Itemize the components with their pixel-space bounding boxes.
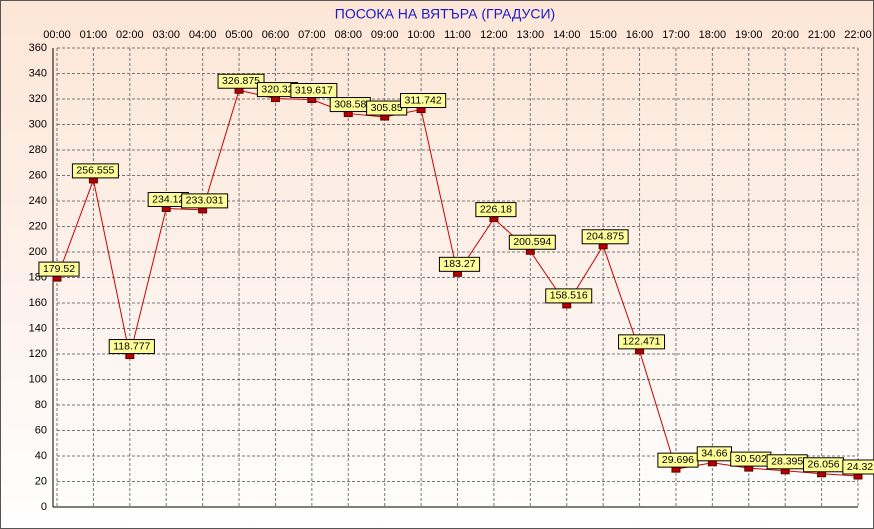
x-tick-label: 04:00 — [189, 29, 217, 41]
data-label: 183.27 — [443, 258, 475, 270]
x-tick-label: 13:00 — [517, 29, 545, 41]
y-tick-label: 160 — [29, 297, 47, 309]
data-label-box — [217, 73, 265, 89]
data-label-box — [508, 234, 556, 250]
x-tick-label: 01:00 — [80, 29, 108, 41]
x-tick-label: 14:00 — [553, 29, 581, 41]
y-tick-label: 20 — [35, 475, 47, 487]
data-label: 28.395 — [771, 456, 803, 468]
x-tick-label: 09:00 — [371, 29, 399, 41]
data-label: 26.056 — [808, 459, 840, 471]
data-label: 308.58 — [334, 98, 366, 110]
data-label-box — [290, 82, 338, 98]
x-tick-label: 12:00 — [480, 29, 508, 41]
data-label: 204.875 — [586, 231, 624, 243]
y-tick-label: 340 — [29, 67, 47, 79]
x-tick-label: 07:00 — [298, 29, 326, 41]
data-label-box — [366, 100, 408, 116]
y-tick-label: 280 — [29, 144, 47, 156]
data-label-box — [475, 202, 517, 218]
data-label: 305.85 — [371, 102, 403, 114]
data-label-box — [618, 334, 666, 350]
x-tick-label: 11:00 — [444, 29, 471, 41]
data-label-box — [108, 339, 155, 355]
data-label: 118.777 — [113, 340, 150, 352]
y-tick-label: 40 — [35, 450, 47, 462]
x-tick-label: 20:00 — [771, 29, 799, 41]
data-label-box — [181, 193, 229, 209]
data-label-box — [842, 459, 874, 475]
x-tick-label: 06:00 — [262, 29, 290, 41]
x-tick-label: 18:00 — [699, 29, 727, 41]
y-tick-label: 220 — [29, 220, 47, 232]
x-tick-label: 05:00 — [225, 29, 253, 41]
data-label: 226.18 — [480, 203, 512, 215]
y-tick-label: 200 — [29, 246, 47, 258]
data-label-box — [399, 93, 447, 109]
data-label: 29.696 — [662, 454, 694, 466]
x-tick-label: 17:00 — [662, 29, 690, 41]
x-tick-label: 10:00 — [407, 29, 435, 41]
data-label-box — [545, 288, 593, 304]
data-label: 30.502 — [735, 453, 767, 465]
data-label: 233.031 — [186, 195, 224, 207]
y-tick-label: 320 — [29, 93, 47, 105]
y-tick-label: 360 — [29, 42, 47, 54]
x-tick-label: 16:00 — [626, 29, 654, 41]
y-tick-label: 80 — [35, 399, 47, 411]
data-label: 34.66 — [701, 448, 727, 460]
data-label: 122.471 — [623, 336, 661, 348]
data-label: 311.742 — [404, 94, 441, 106]
data-label: 319.617 — [295, 84, 333, 96]
x-tick-label: 22:00 — [844, 29, 872, 41]
data-label: 24.32 — [847, 461, 873, 473]
y-tick-label: 100 — [29, 373, 47, 385]
x-tick-label: 00:00 — [43, 29, 71, 41]
data-label: 320.32 — [261, 83, 293, 95]
data-label: 200.594 — [513, 236, 551, 248]
data-label-box — [38, 261, 80, 277]
data-label-box — [438, 256, 481, 272]
x-tick-label: 02:00 — [116, 29, 144, 41]
x-tick-label: 15:00 — [589, 29, 617, 41]
data-label: 234.12 — [152, 193, 184, 205]
x-tick-label: 21:00 — [808, 29, 836, 41]
x-tick-label: 08:00 — [335, 29, 363, 41]
y-tick-label: 60 — [35, 424, 47, 436]
y-tick-label: 260 — [29, 169, 47, 181]
x-tick-label: 03:00 — [152, 29, 180, 41]
chart-title: ПОСОКА НА ВЯТЪРА (ГРАДУСИ) — [335, 6, 555, 22]
y-tick-label: 120 — [29, 348, 47, 360]
x-tick-label: 19:00 — [735, 29, 763, 41]
data-label: 158.516 — [550, 290, 588, 302]
y-tick-label: 240 — [29, 195, 47, 207]
data-label: 179.52 — [43, 263, 75, 275]
data-label: 326.875 — [222, 75, 260, 87]
data-label: 256.555 — [76, 165, 114, 177]
y-tick-label: 300 — [29, 118, 47, 130]
data-label-box — [71, 163, 119, 179]
y-tick-label: 0 — [41, 501, 47, 513]
y-tick-label: 140 — [29, 322, 47, 334]
data-label-box — [581, 229, 629, 245]
